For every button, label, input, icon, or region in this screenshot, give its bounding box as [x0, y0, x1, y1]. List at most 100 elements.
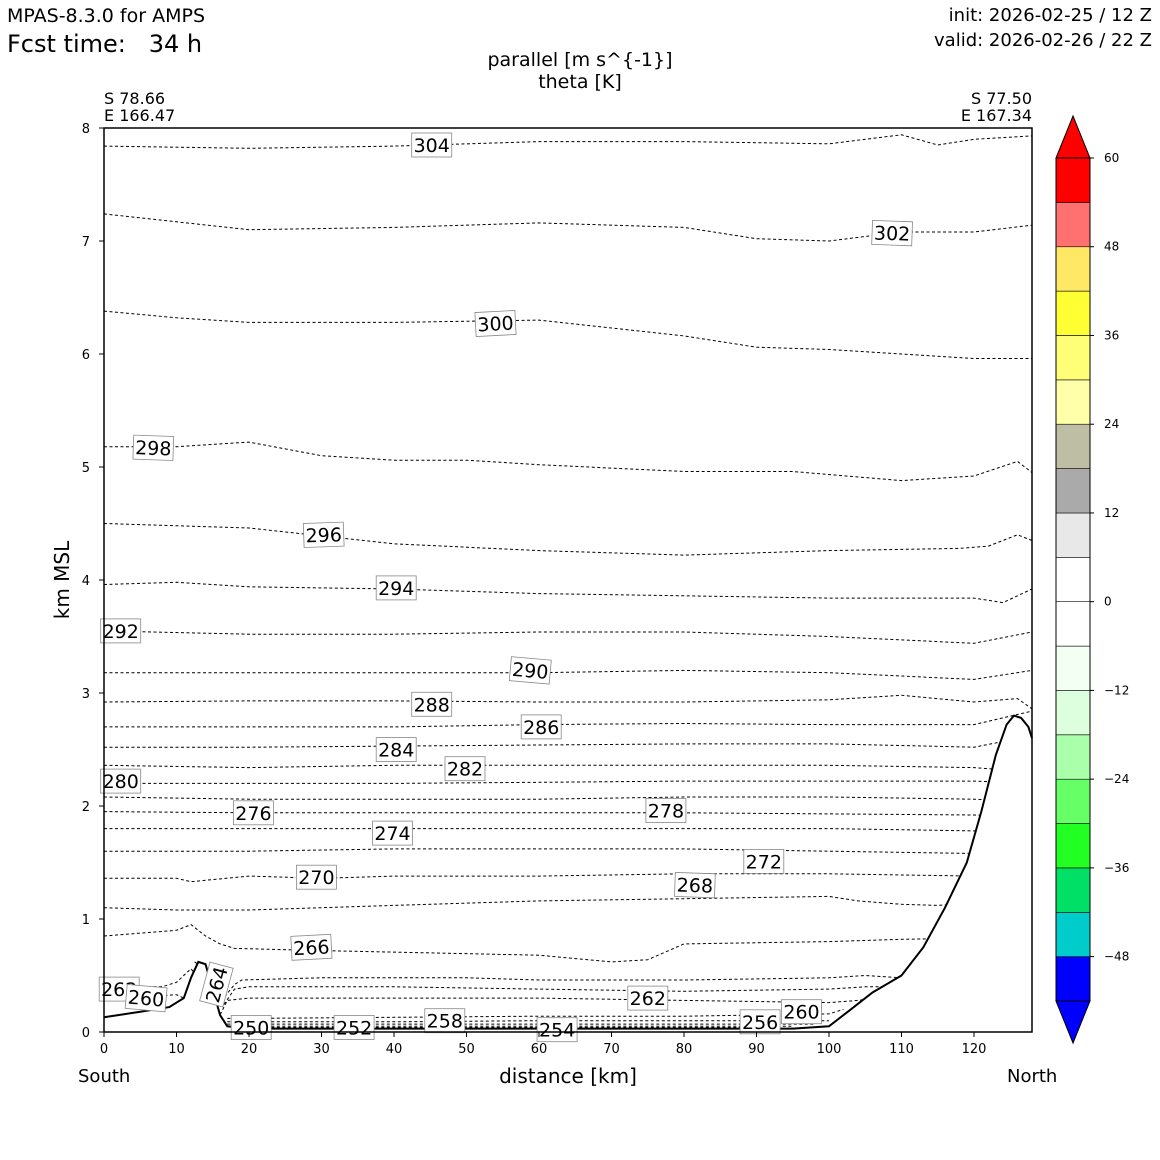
contour-label-text: 266 — [293, 936, 330, 960]
x-axis-ticks: 0 10 20 30 40 50 60 70 80 90 100 110 120 — [100, 1032, 987, 1057]
contour-label-256: 256 — [739, 1009, 781, 1035]
contour-label-text: 276 — [235, 803, 271, 825]
colorbar-segment — [1055, 379, 1091, 425]
contour-label-260: 260 — [124, 983, 168, 1013]
contour-label-text: 298 — [135, 437, 172, 460]
colorbar-tick-label: 48 — [1104, 240, 1119, 254]
contour-label-text: 268 — [676, 874, 713, 897]
y-tick-label: 7 — [82, 235, 90, 250]
x-tick-label: 30 — [313, 1042, 330, 1057]
north-end-label: North — [1007, 1066, 1058, 1087]
contour-label-278: 278 — [645, 798, 687, 823]
colorbar-segment — [1055, 823, 1091, 869]
x-tick-label: 40 — [386, 1042, 403, 1057]
contour-label-300: 300 — [474, 310, 517, 337]
x-tick-label: 0 — [100, 1042, 108, 1057]
y-tick-label: 2 — [82, 800, 90, 815]
contour-label-286: 286 — [520, 714, 562, 740]
y-tick-label: 6 — [82, 348, 90, 363]
colorbar-segment — [1055, 423, 1091, 469]
contour-label-box — [302, 521, 345, 548]
contour-label-276: 276 — [232, 800, 274, 826]
colorbar-segment — [1055, 601, 1091, 647]
contour-label-text: 282 — [447, 759, 483, 781]
colorbar: −48 −36 −24 −12 0 12 24 36 48 60 — [1055, 114, 1129, 1045]
colorbar-tick-label: −24 — [1104, 772, 1129, 786]
contour-label-box — [411, 691, 453, 717]
contour-label-264: 264 — [199, 961, 234, 1008]
isentrope-group — [103, 134, 1033, 1028]
contour-label-text: 272 — [746, 851, 782, 873]
colorbar-segment — [1055, 556, 1091, 602]
contour-label-text: 274 — [374, 823, 410, 845]
x-tick-label: 120 — [962, 1042, 987, 1057]
y-tick-label: 8 — [82, 122, 90, 137]
x-tick-label: 100 — [817, 1042, 842, 1057]
contour-label-box — [375, 737, 417, 762]
isentrope-258 — [227, 1008, 844, 1019]
valid-time: valid: 2026-02-26 / 22 Z — [934, 30, 1152, 51]
contour-label-text: 256 — [742, 1012, 778, 1034]
contour-label-304: 304 — [411, 132, 453, 158]
colorbar-frame — [1055, 157, 1091, 1002]
contour-label-text: 260 — [127, 987, 165, 1012]
contour-label-274: 274 — [372, 820, 413, 846]
isentrope-266 — [103, 924, 1033, 963]
colorbar-segment — [1055, 867, 1091, 913]
contour-label-box — [444, 756, 486, 782]
contour-label-box — [411, 132, 453, 158]
contour-label-262: 262 — [627, 985, 669, 1011]
y-tick-label: 5 — [82, 461, 90, 476]
isentrope-294 — [103, 581, 1033, 604]
terrain-fill — [104, 715, 1032, 1032]
colorbar-tick-label: 0 — [1104, 595, 1112, 609]
contour-label-box — [333, 1015, 375, 1040]
y-tick-label: 1 — [82, 913, 90, 928]
isentrope-278 — [103, 796, 1033, 802]
x-tick-label: 110 — [889, 1042, 914, 1057]
contour-label-text: 270 — [298, 867, 334, 889]
contour-label-282: 282 — [444, 756, 486, 782]
contour-label-text: 262 — [630, 988, 666, 1010]
y-tick-label: 3 — [82, 687, 90, 702]
contour-label-box — [871, 219, 913, 247]
colorbar-tick-label: 12 — [1104, 506, 1119, 520]
isentrope-256 — [227, 1020, 829, 1023]
isentrope-284 — [104, 735, 1033, 748]
contour-label-box — [536, 1017, 578, 1043]
colorbar-segment — [1055, 335, 1091, 381]
y-tick-label: 0 — [82, 1026, 90, 1041]
contour-label-text: 294 — [378, 578, 414, 600]
contour-label-260: 260 — [781, 999, 822, 1025]
contour-label-272: 272 — [743, 849, 785, 874]
isentrope-272 — [104, 848, 1033, 857]
contour-label-box — [372, 820, 413, 846]
chart-subtitle: theta [K] — [538, 71, 622, 93]
contour-label-270: 270 — [295, 864, 337, 890]
colorbar-tick-label: −48 — [1104, 950, 1129, 964]
contour-label-292: 292 — [100, 618, 142, 644]
x-tick-label: 50 — [458, 1042, 475, 1057]
colorbar-segment — [1055, 246, 1091, 292]
contour-label-box — [474, 310, 517, 337]
contour-label-254: 254 — [536, 1017, 578, 1043]
contour-label-268: 268 — [674, 871, 716, 899]
plot-frame — [103, 127, 1033, 1033]
colorbar-tick-label: −12 — [1104, 683, 1129, 697]
x-tick-label: 70 — [603, 1042, 620, 1057]
colorbar-segment — [1055, 911, 1091, 957]
contour-label-box — [295, 864, 337, 890]
y-axis-ticks: 0 1 2 3 4 5 6 7 8 — [82, 122, 104, 1041]
x-tick-label: 10 — [168, 1042, 185, 1057]
colorbar-segment — [1055, 645, 1091, 691]
south-end-label: South — [78, 1066, 131, 1087]
chart-title: parallel [m s^{-1}] — [487, 49, 673, 71]
contour-label-294: 294 — [375, 575, 417, 601]
south-longitude: E 166.47 — [104, 106, 176, 125]
colorbar-tick-label: 60 — [1104, 151, 1119, 165]
contour-label-text: 300 — [477, 313, 514, 337]
contour-label-box — [230, 1015, 272, 1040]
contour-label-266: 266 — [290, 933, 333, 961]
contour-label-box — [781, 999, 822, 1025]
colorbar-segment — [1055, 157, 1091, 203]
